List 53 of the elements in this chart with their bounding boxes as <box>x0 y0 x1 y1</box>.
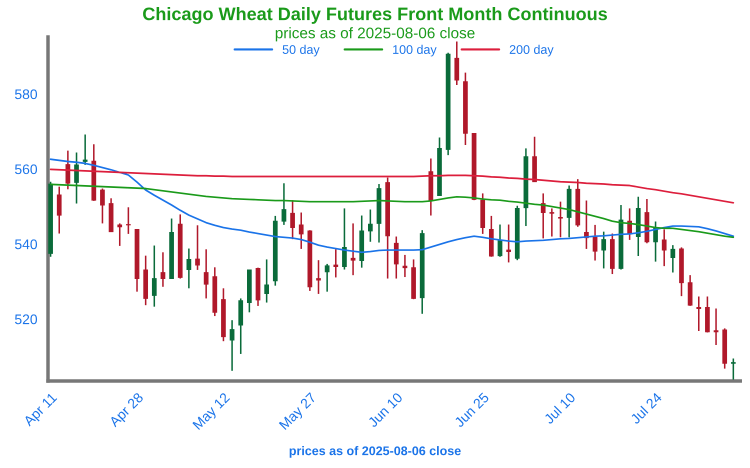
chart-subtitle: prices as of 2025-08-06 close <box>276 27 475 42</box>
legend-label: 100 day <box>393 44 437 56</box>
candlestick <box>368 208 373 243</box>
y-tick-label: 580 <box>14 89 38 100</box>
candlestick <box>82 134 88 166</box>
candlestick <box>100 188 105 224</box>
x-tick-label: May 12 <box>192 392 232 432</box>
candlestick <box>160 252 166 288</box>
candlestick <box>333 248 338 278</box>
candlestick <box>204 248 209 300</box>
candlestick <box>282 182 286 226</box>
x-tick-label: Jun 10 <box>367 392 404 428</box>
x-tick-label: Apr 28 <box>108 392 146 430</box>
candlestick <box>186 248 192 290</box>
candlestick <box>506 224 511 264</box>
y-tick-label: 520 <box>14 314 38 324</box>
candlestick <box>549 208 554 238</box>
x-tick-label: Apr 11 <box>22 392 60 429</box>
x-tick-label: May 27 <box>278 392 319 432</box>
candlestick <box>696 296 702 332</box>
chart-title: Chicago Wheat Daily Futures Front Month Continuous <box>143 7 607 24</box>
candlestick <box>56 186 62 234</box>
candlestick <box>298 212 304 250</box>
candlestick <box>662 228 667 267</box>
candlestick <box>152 244 157 308</box>
candlestick <box>730 358 736 380</box>
candlestick <box>558 200 563 238</box>
candlestick <box>498 224 502 258</box>
legend-label: 50 day <box>282 44 320 56</box>
candlestick <box>316 259 321 295</box>
y-tick-label: 540 <box>14 239 38 250</box>
candlestick <box>688 274 692 307</box>
candlestick <box>342 208 347 270</box>
candlestick <box>74 152 79 204</box>
text: prices as of 2025-08-06 close <box>290 446 461 458</box>
candlestick <box>454 40 460 86</box>
candlestick <box>117 222 122 247</box>
candlestick <box>324 263 330 292</box>
x-tick-label: Jun 25 <box>454 392 490 428</box>
x-tick-label: Jul 10 <box>543 392 576 425</box>
candlestick <box>264 258 270 304</box>
candlestick <box>290 199 295 240</box>
candlestick <box>350 222 356 276</box>
candlestick <box>670 244 676 274</box>
candlestick <box>195 224 200 271</box>
candlestick <box>592 224 598 262</box>
y-tick-label: 560 <box>14 164 38 174</box>
candlestick <box>601 230 606 270</box>
candlestick <box>230 319 234 372</box>
x-tick-label: Jul 24 <box>630 392 662 425</box>
legend-label: 200 day <box>510 44 554 56</box>
candlestick <box>126 206 131 235</box>
candlestick <box>402 254 408 278</box>
